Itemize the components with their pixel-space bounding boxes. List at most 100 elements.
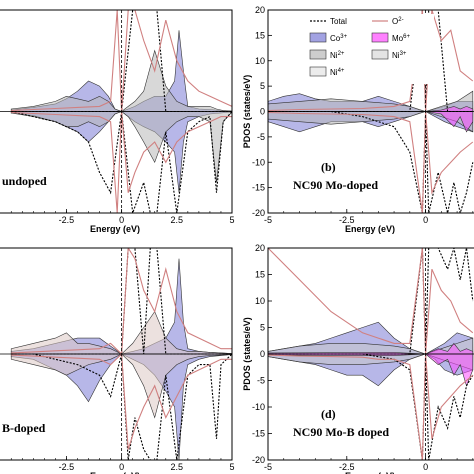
legend-label: Ni4+	[330, 68, 345, 77]
x-axis-label: Energy (eV)	[345, 471, 395, 474]
plot-area	[268, 248, 474, 460]
series-o2-up	[268, 248, 474, 355]
y-tick-label: 20	[255, 5, 265, 15]
legend-label: Ni2+	[330, 51, 345, 60]
plot-area	[268, 10, 474, 213]
legend-label-base: Ni	[330, 68, 338, 77]
y-tick-label: -5	[257, 376, 265, 386]
legend-label-base: Ni	[392, 51, 400, 60]
y-axis-label: PDOS (states/eV)	[242, 75, 252, 149]
x-axis-label: Energy (eV)	[90, 471, 140, 474]
legend-swatch	[309, 66, 327, 77]
legend-swatch	[371, 49, 389, 60]
legend-label-base: O	[392, 17, 398, 26]
legend-label-sup: 4+	[338, 68, 345, 74]
x-tick-label: -5	[264, 462, 272, 472]
series-ni2-up	[10, 49, 232, 112]
y-tick-label: -10	[252, 157, 265, 167]
x-tick-label: -5	[264, 215, 272, 225]
series-o2-down	[11, 111, 232, 213]
series-o2-down	[11, 352, 232, 450]
series-o2-down	[268, 111, 474, 213]
panel-1: -5 -2.5 0 20 15 10 5 0 -5 -10 -15 -20 PDOS (states/e…	[242, 5, 474, 234]
x-axis-label: Energy (eV)	[345, 224, 395, 234]
series-total-down	[11, 110, 232, 213]
x-axis-label: Energy (eV)	[90, 224, 140, 234]
legend-label-sup: 3+	[340, 34, 347, 40]
legend-label: Ni3+	[392, 51, 407, 60]
panel-title: NC90 Mo-B doped	[293, 425, 389, 439]
series-o2-down	[268, 353, 474, 460]
series-ni3-up	[10, 310, 232, 355]
panel-letter: (d)	[321, 407, 336, 421]
panel-title: NC90 Mo-doped	[293, 178, 378, 192]
x-tick-label: -2.5	[59, 462, 75, 472]
legend-label: Mo6+	[392, 34, 410, 43]
legend-swatch	[309, 32, 327, 43]
series-o2-up	[11, 10, 232, 112]
x-tick-label: 0	[423, 462, 428, 472]
y-axis-label: PDOS (states/eV)	[242, 317, 252, 391]
y-tick-label: 0	[260, 107, 265, 117]
legend-label: Total	[330, 17, 347, 26]
panel-letter: (b)	[321, 160, 336, 174]
x-tick-label: 5	[229, 462, 234, 472]
y-tick-label: 5	[260, 81, 265, 91]
y-tick-label: 10	[255, 56, 265, 66]
y-tick-label: -15	[252, 429, 265, 439]
x-tick-label: 0	[119, 215, 124, 225]
x-tick-label: 5	[229, 215, 234, 225]
y-tick-label: -20	[252, 455, 265, 465]
legend-label-sup: 6+	[403, 34, 410, 40]
series-ni2-up	[268, 337, 474, 355]
legend: Total O2-Co3+ Mo6+Ni2+ Ni3+Ni4+	[304, 14, 434, 84]
legend-label: Co3+	[330, 34, 348, 43]
y-tick-label: 15	[255, 270, 265, 280]
y-tick-label: -10	[252, 402, 265, 412]
x-tick-label: -2.5	[59, 215, 75, 225]
legend-label-base: Co	[330, 34, 341, 43]
legend-swatch	[309, 49, 327, 60]
series-total-down	[268, 110, 474, 213]
legend-label-base: Ni	[330, 51, 338, 60]
y-tick-label: 10	[255, 296, 265, 306]
plot-frame	[0, 9, 233, 214]
plot-frame	[0, 247, 233, 461]
y-tick-label: 0	[260, 349, 265, 359]
x-tick-label: 2.5	[171, 462, 184, 472]
plot-area	[0, 248, 232, 460]
x-tick-label: 2.5	[171, 215, 184, 225]
series-total-up	[11, 248, 232, 355]
panel-3: -5 -2.5 0 20 15 10 5 0 -5 -10 -15 -20 PDOS (states/e…	[242, 243, 474, 474]
panel-2: -2.5 0 2.5 5 Energy (eV) B-doped	[0, 247, 235, 474]
x-tick-label: -2.5	[339, 215, 355, 225]
y-tick-label: -20	[252, 208, 265, 218]
legend-label-base: Mo	[392, 34, 404, 43]
series-mo6-up	[268, 342, 474, 355]
series-ni3-down	[10, 353, 232, 419]
y-tick-label: 15	[255, 30, 265, 40]
plot-area	[0, 10, 232, 213]
legend-label-sup: 2+	[338, 51, 345, 57]
legend-label-sup: 3+	[400, 51, 407, 57]
legend-swatch	[371, 32, 389, 43]
x-tick-label: 0	[119, 462, 124, 472]
series-total-down	[11, 353, 232, 460]
legend-label: O2-	[392, 17, 404, 26]
series-o2-up	[11, 248, 232, 356]
x-tick-label: -2.5	[339, 462, 355, 472]
y-tick-label: -15	[252, 183, 265, 193]
legend-label-base: Total	[330, 17, 347, 26]
y-tick-label: 20	[255, 243, 265, 253]
panel-title: undoped	[2, 174, 47, 188]
panel-title: B-doped	[2, 421, 46, 435]
y-tick-label: -5	[257, 132, 265, 142]
legend-label-sup: 2-	[398, 17, 403, 23]
series-o2-up	[268, 10, 474, 112]
x-tick-label: 0	[423, 215, 428, 225]
panel-0: -2.5 0 2.5 5 Energy (eV) undoped	[0, 9, 235, 234]
series-ni2-up	[268, 90, 474, 112]
y-tick-label: 5	[260, 323, 265, 333]
series-ni2-down	[268, 111, 474, 133]
